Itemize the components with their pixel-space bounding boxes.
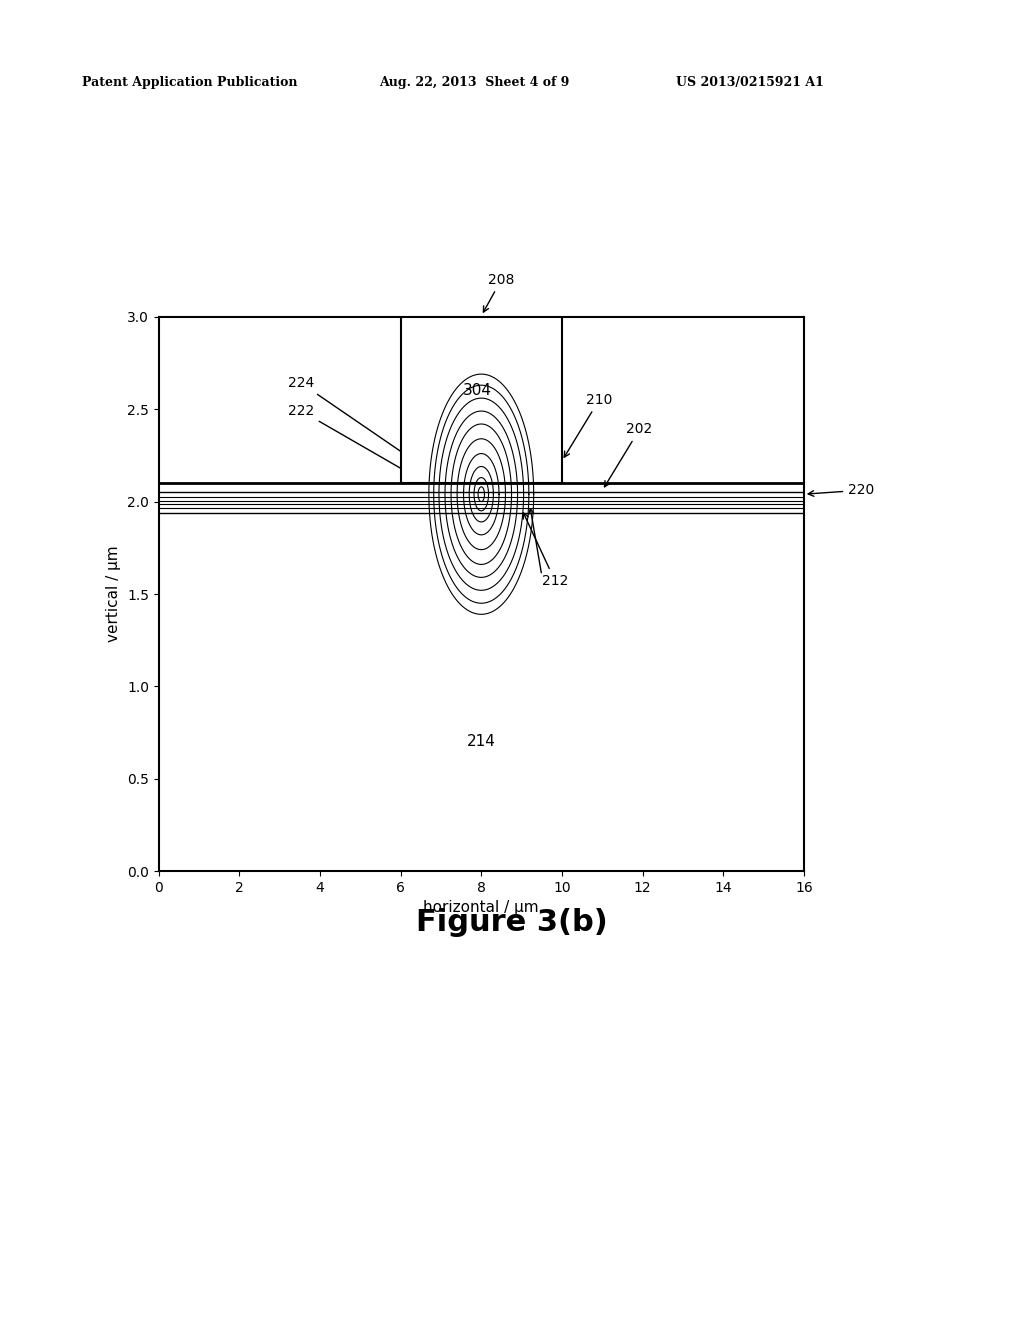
Text: 214: 214	[467, 734, 496, 750]
Text: 208: 208	[483, 272, 515, 312]
Text: Figure 3(b): Figure 3(b)	[416, 908, 608, 937]
Text: US 2013/0215921 A1: US 2013/0215921 A1	[676, 75, 823, 88]
Text: 304: 304	[463, 383, 492, 399]
Text: 220: 220	[808, 483, 874, 498]
Text: 202: 202	[604, 422, 652, 487]
Y-axis label: vertical / μm: vertical / μm	[106, 545, 122, 643]
Text: 212: 212	[523, 513, 568, 587]
X-axis label: horizontal / μm: horizontal / μm	[424, 900, 539, 916]
Text: Aug. 22, 2013  Sheet 4 of 9: Aug. 22, 2013 Sheet 4 of 9	[379, 75, 569, 88]
Text: 222: 222	[288, 404, 413, 475]
Bar	[400, 317, 562, 483]
Text: Patent Application Publication: Patent Application Publication	[82, 75, 297, 88]
Text: 224: 224	[288, 376, 419, 465]
Text: 210: 210	[564, 392, 612, 457]
